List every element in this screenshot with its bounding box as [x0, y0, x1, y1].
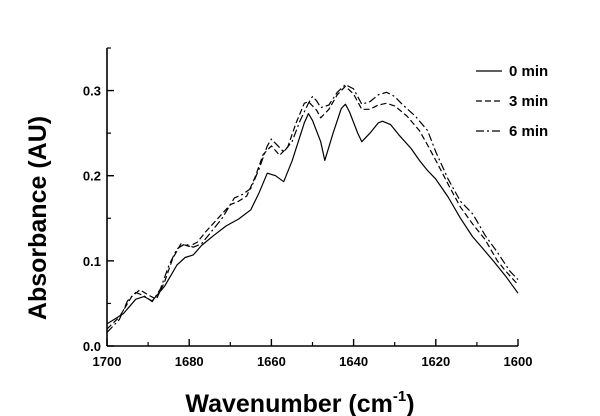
x-axis-title-superscript: -1	[393, 388, 406, 405]
legend-label-2: 6 min	[509, 123, 548, 140]
x-axis-title-main: Wavenumber (cm	[185, 390, 392, 416]
y-tick-label: 0.2	[83, 169, 101, 184]
series-line-0	[106, 103, 519, 325]
y-tick-label: 0.1	[83, 254, 101, 269]
y-axis-title: Absorbance (AU)	[24, 116, 52, 320]
y-tick-label: 0.0	[83, 339, 101, 354]
legend-label-1: 3 min	[509, 93, 548, 110]
series-line-2	[106, 84, 519, 333]
y-tick-label: 0.3	[83, 84, 101, 99]
legend-label-0: 0 min	[509, 63, 548, 80]
x-tick-label: 1700	[93, 354, 122, 369]
x-tick-label: 1600	[504, 354, 533, 369]
legend: 0 min 3 min 6 min	[476, 63, 548, 140]
x-tick-label: 1660	[257, 354, 286, 369]
x-axis-title-close: )	[406, 390, 414, 416]
x-tick-label: 1620	[421, 354, 450, 369]
x-tick-label: 1640	[339, 354, 368, 369]
series-line-1	[106, 85, 519, 330]
plot-series-group	[106, 84, 519, 333]
x-axis-title: Wavenumber (cm-1)	[185, 388, 414, 416]
x-tick-label: 1680	[175, 354, 204, 369]
ticks-group: 1700 1680 1660 1640 1620 1600 0.0 0.1 0.2 0.3	[83, 47, 533, 369]
axes-group	[106, 48, 518, 347]
